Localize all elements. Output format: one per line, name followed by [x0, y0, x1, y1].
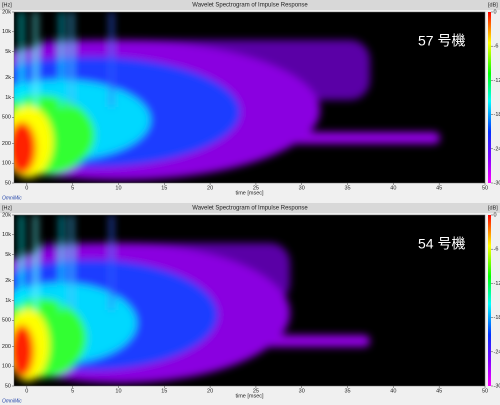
color-unit: [dB]: [488, 2, 498, 8]
x-tick-label: 15: [161, 185, 167, 191]
y-unit: [Hz]: [2, 205, 12, 211]
x-tick-label: 50: [482, 185, 488, 191]
y-tick-label: 2k: [5, 278, 11, 284]
panel: Wavelet Spectrogram of Impulse Response […: [0, 0, 500, 201]
spectrogram: [14, 215, 370, 383]
streak: [70, 12, 73, 107]
colorbar-tick-label: -12: [494, 281, 500, 287]
streak: [20, 12, 23, 107]
streak: [70, 215, 73, 310]
x-axis-label: time [msec]: [235, 393, 264, 399]
annotation: 54 号機: [418, 236, 465, 252]
y-tick-label: 200: [2, 141, 11, 147]
y-unit: [Hz]: [2, 2, 12, 8]
spectrogram-blur: [14, 215, 370, 383]
colorbar-tick-label: -30: [494, 180, 500, 186]
x-tick-label: 45: [436, 388, 442, 394]
brand: OmniMic: [2, 398, 22, 404]
colorbar: [488, 215, 491, 386]
colorbar-tick-label: -12: [494, 78, 500, 84]
y-tick-label: 200: [2, 344, 11, 350]
colorbar-tick-label: -18: [494, 315, 500, 321]
colorbar-tick-label: -18: [494, 112, 500, 118]
y-tick-label: 1k: [5, 298, 11, 304]
y-tick-label: 1k: [5, 95, 11, 101]
x-tick-label: 0: [25, 388, 28, 394]
blob: [14, 325, 34, 377]
x-tick-label: 35: [344, 388, 350, 394]
x-tick-label: 30: [299, 388, 305, 394]
y-tick-label: 10k: [2, 29, 11, 35]
y-tick-label: 5k: [5, 49, 11, 55]
colorbar-tick-label: -6: [494, 44, 499, 50]
x-tick-label: 45: [436, 185, 442, 191]
x-tick-label: 20: [207, 185, 213, 191]
streak: [34, 215, 37, 310]
y-tick-label: 20k: [2, 9, 11, 15]
x-tick-label: 15: [161, 388, 167, 394]
y-tick-label: 100: [2, 364, 11, 370]
x-tick-label: 25: [253, 388, 259, 394]
y-tick-label: 500: [2, 318, 11, 324]
x-tick-label: 40: [390, 185, 396, 191]
colorbar-tick-label: -30: [494, 383, 500, 389]
title-bar: [0, 0, 500, 10]
x-tick-label: 0: [25, 185, 28, 191]
y-tick-label: 50: [5, 180, 11, 186]
x-tick-label: 25: [253, 185, 259, 191]
x-tick-label: 10: [115, 185, 121, 191]
y-tick-label: 10k: [2, 232, 11, 238]
spectrogram: [14, 12, 440, 180]
colorbar-tick-label: 0: [494, 9, 497, 15]
y-tick-label: 5k: [5, 252, 11, 258]
colorbar-tick-label: -24: [494, 146, 500, 152]
x-tick-label: 40: [390, 388, 396, 394]
y-tick-label: 20k: [2, 212, 11, 218]
x-tick-label: 5: [71, 185, 74, 191]
brand: OmniMic: [2, 195, 22, 201]
x-tick-label: 20: [207, 388, 213, 394]
streak: [110, 12, 113, 107]
chart-title: Wavelet Spectrogram of Impulse Response: [192, 206, 308, 212]
x-tick-label: 30: [299, 185, 305, 191]
streak: [34, 12, 37, 107]
spectrogram-blur: [14, 12, 440, 180]
panel: Wavelet Spectrogram of Impulse Response […: [0, 203, 500, 404]
x-tick-label: 10: [115, 388, 121, 394]
streak: [60, 215, 63, 310]
y-tick-label: 500: [2, 115, 11, 121]
colorbar-tick-label: -24: [494, 349, 500, 355]
chart-title: Wavelet Spectrogram of Impulse Response: [192, 3, 308, 9]
x-tick-label: 5: [71, 388, 74, 394]
y-tick-label: 50: [5, 383, 11, 389]
x-tick-label: 50: [482, 388, 488, 394]
streak: [110, 215, 113, 310]
colorbar-tick-label: 0: [494, 212, 497, 218]
colorbar: [488, 12, 491, 183]
x-tick-label: 35: [344, 185, 350, 191]
color-unit: [dB]: [488, 205, 498, 211]
x-axis-label: time [msec]: [235, 190, 264, 196]
title-bar: [0, 203, 500, 213]
colorbar-tick-label: -6: [494, 247, 499, 253]
annotation: 57 号機: [418, 33, 465, 49]
y-tick-label: 100: [2, 161, 11, 167]
blob: [14, 122, 36, 174]
streak: [20, 215, 23, 310]
streak: [60, 12, 63, 107]
y-tick-label: 2k: [5, 75, 11, 81]
